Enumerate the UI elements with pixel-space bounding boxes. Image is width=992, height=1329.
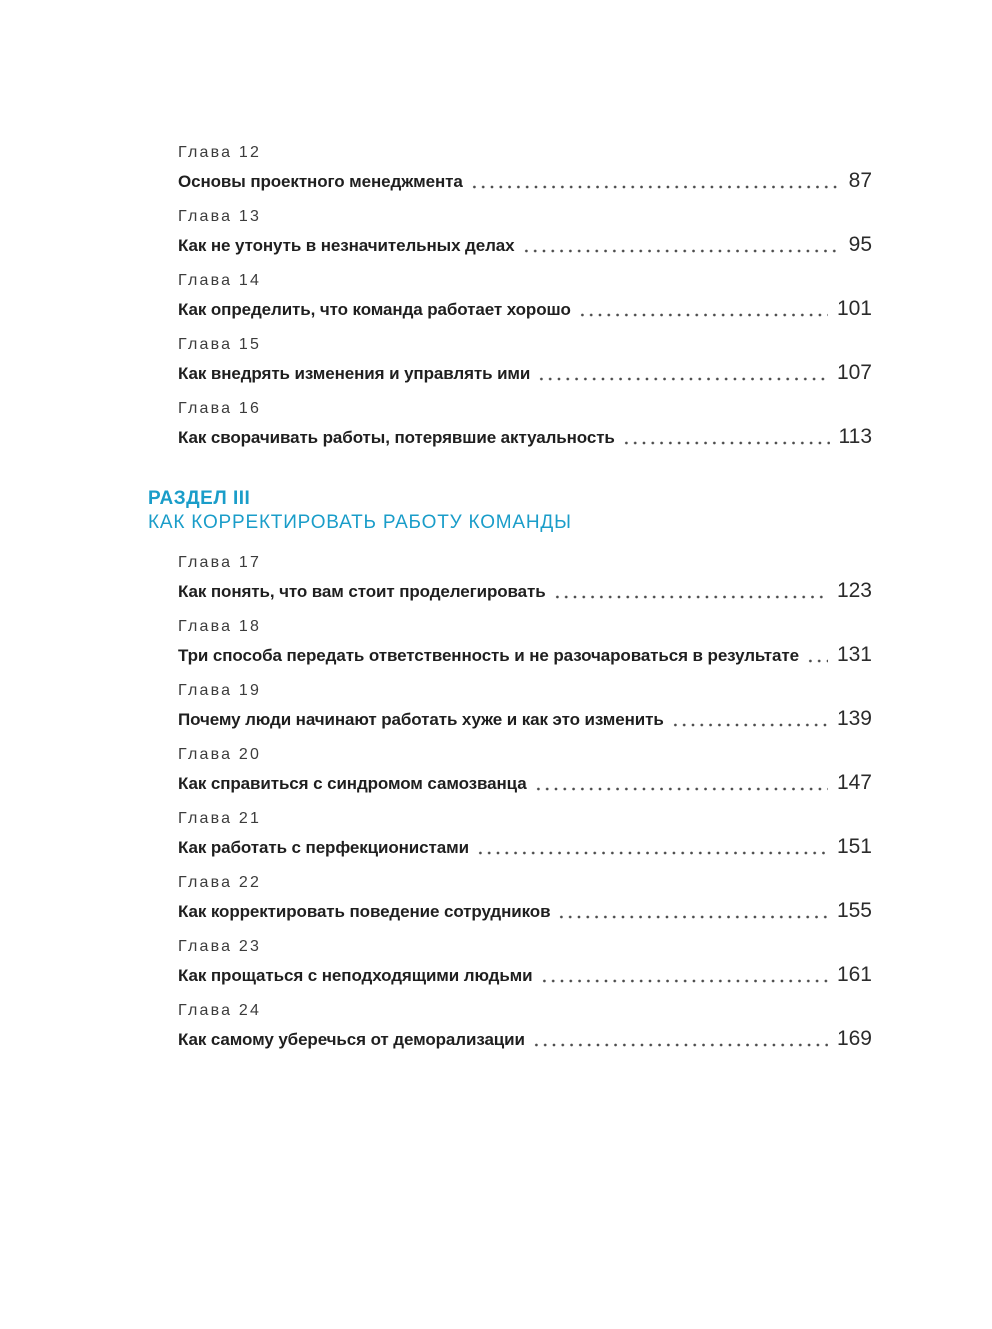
chapter-title-row: Почему люди начинают работать хуже и как… (178, 708, 872, 730)
dot-leader (469, 185, 840, 189)
page-number: 113 (838, 425, 872, 448)
page-number: 147 (836, 771, 872, 794)
chapter-title: Основы проектного менеджмента (178, 172, 463, 191)
page-number: 87 (848, 169, 872, 192)
chapter-title: Как прощаться с неподходящими людьми (178, 966, 533, 985)
chapter-label: Глава 19 (178, 682, 262, 699)
toc-entry: Глава 18 Три способа передать ответствен… (148, 617, 872, 666)
page-number: 95 (848, 233, 872, 256)
chapter-title: Как не утонуть в незначительных делах (178, 236, 515, 255)
chapter-title-row: Как самому уберечься от деморализации 16… (178, 1028, 872, 1050)
dot-leader (531, 1043, 828, 1047)
toc-entry: Глава 21 Как работать с перфекционистами… (148, 809, 872, 858)
page-number: 123 (836, 579, 872, 602)
dot-leader (521, 249, 840, 253)
page-number: 101 (836, 297, 872, 320)
dot-leader (577, 313, 828, 317)
toc-entry: Глава 15 Как внедрять изменения и управл… (148, 335, 872, 384)
page-number: 151 (836, 835, 872, 858)
chapter-title: Почему люди начинают работать хуже и как… (178, 710, 664, 729)
chapter-title: Как работать с перфекционистами (178, 838, 469, 857)
chapter-title-row: Как определить, что команда работает хор… (178, 298, 872, 320)
toc-entry: Глава 22 Как корректировать поведение со… (148, 873, 872, 922)
toc-entry: Глава 19 Почему люди начинают работать х… (148, 681, 872, 730)
chapter-title-row: Как корректировать поведение сотрудников… (178, 900, 872, 922)
page-number: 139 (836, 707, 872, 730)
chapter-title: Как внедрять изменения и управлять ими (178, 364, 531, 383)
chapter-label: Глава 21 (178, 810, 262, 827)
chapter-title: Как сворачивать работы, потерявшие актуа… (178, 428, 615, 447)
toc-entry: Глава 13 Как не утонуть в незначительных… (148, 207, 872, 256)
toc-part-2: Глава 17 Как понять, что вам стоит проде… (148, 553, 872, 1050)
chapter-title: Три способа передать ответственность и н… (178, 646, 799, 665)
chapter-title: Как самому уберечься от деморализации (178, 1030, 525, 1049)
chapter-label: Глава 15 (178, 336, 262, 353)
dot-leader (621, 441, 830, 445)
toc-entry: Глава 17 Как понять, что вам стоит проде… (148, 553, 872, 602)
chapter-label: Глава 18 (178, 618, 262, 635)
dot-leader (475, 851, 828, 855)
chapter-title-row: Основы проектного менеджмента 87 (178, 170, 872, 192)
chapter-title-row: Как внедрять изменения и управлять ими 1… (178, 362, 872, 384)
page-number: 131 (836, 643, 872, 666)
chapter-label: Глава 14 (178, 272, 262, 289)
section-header: РАЗДЕЛ III КАК КОРРЕКТИРОВАТЬ РАБОТУ КОМ… (148, 488, 872, 534)
chapter-title: Как справиться с синдромом самозванца (178, 774, 527, 793)
dot-leader (552, 595, 828, 599)
page-number: 155 (836, 899, 872, 922)
chapter-title-row: Как сворачивать работы, потерявшие актуа… (178, 426, 872, 448)
chapter-label: Глава 23 (178, 938, 262, 955)
chapter-title-row: Как прощаться с неподходящими людьми 161 (178, 964, 872, 986)
chapter-title-row: Как работать с перфекционистами 151 (178, 836, 872, 858)
dot-leader (539, 979, 828, 983)
page-number: 169 (836, 1027, 872, 1050)
toc-entry: Глава 14 Как определить, что команда раб… (148, 271, 872, 320)
section-kicker: РАЗДЕЛ III (148, 488, 251, 509)
chapter-label: Глава 22 (178, 874, 262, 891)
chapter-title: Как понять, что вам стоит проделегироват… (178, 582, 546, 601)
page-number: 107 (836, 361, 872, 384)
chapter-label: Глава 12 (178, 144, 262, 161)
toc-entry: Глава 20 Как справиться с синдромом само… (148, 745, 872, 794)
toc-entry: Глава 24 Как самому уберечься от деморал… (148, 1001, 872, 1050)
dot-leader (557, 915, 828, 919)
toc-part-1: Глава 12 Основы проектного менеджмента 8… (148, 143, 872, 448)
section-title: КАК КОРРЕКТИРОВАТЬ РАБОТУ КОМАНДЫ (148, 512, 572, 533)
chapter-title: Как корректировать поведение сотрудников (178, 902, 551, 921)
chapter-label: Глава 24 (178, 1002, 262, 1019)
dot-leader (537, 377, 828, 381)
toc-entry: Глава 16 Как сворачивать работы, потеряв… (148, 399, 872, 448)
chapter-label: Глава 13 (178, 208, 262, 225)
chapter-title-row: Как справиться с синдромом самозванца 14… (178, 772, 872, 794)
chapter-title-row: Три способа передать ответственность и н… (178, 644, 872, 666)
dot-leader (670, 723, 828, 727)
chapter-label: Глава 17 (178, 554, 262, 571)
toc-entry: Глава 23 Как прощаться с неподходящими л… (148, 937, 872, 986)
dot-leader (805, 659, 828, 663)
toc-entry: Глава 12 Основы проектного менеджмента 8… (148, 143, 872, 192)
page-number: 161 (836, 963, 872, 986)
chapter-title-row: Как понять, что вам стоит проделегироват… (178, 580, 872, 602)
chapter-label: Глава 16 (178, 400, 262, 417)
chapter-title-row: Как не утонуть в незначительных делах 95 (178, 234, 872, 256)
dot-leader (533, 787, 828, 791)
chapter-title: Как определить, что команда работает хор… (178, 300, 571, 319)
chapter-label: Глава 20 (178, 746, 262, 763)
